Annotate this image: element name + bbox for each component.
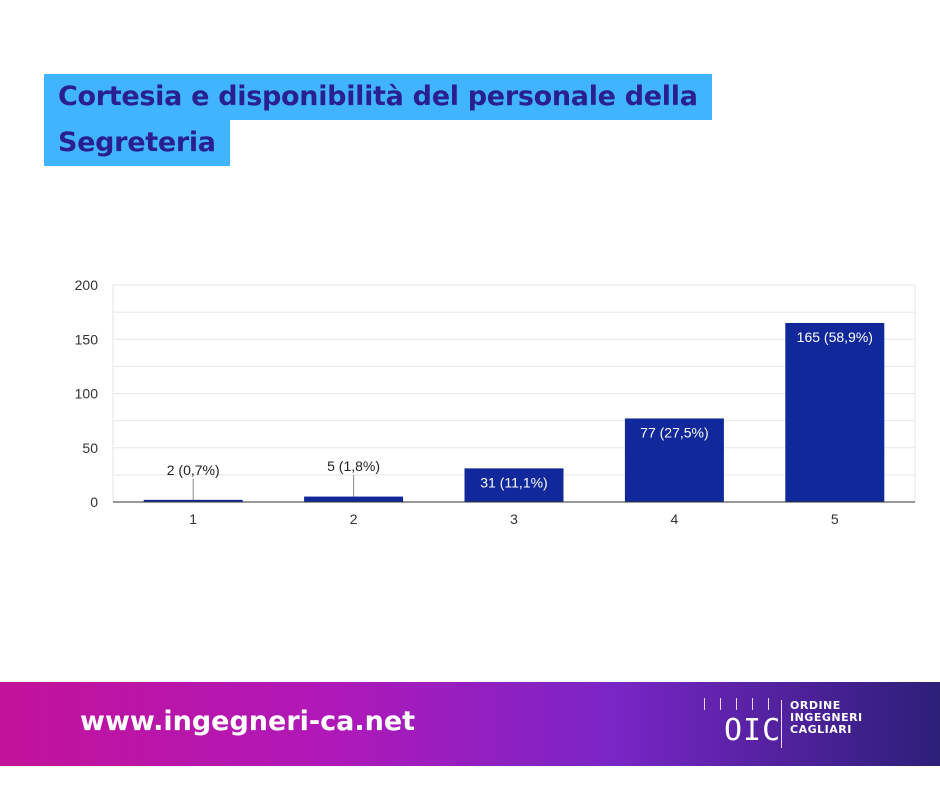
- logo-divider: [781, 700, 782, 748]
- data-label: 31 (11,1%): [480, 474, 547, 490]
- logo-ticks-decoration: [704, 698, 784, 712]
- x-tick-label: 5: [831, 511, 839, 527]
- y-tick-label: 100: [75, 386, 99, 402]
- y-tick-label: 150: [75, 331, 99, 347]
- page-title-line-1: Cortesia e disponibilità del personale d…: [44, 74, 712, 120]
- chart-x-axis: 1 2 3 4 5: [113, 501, 915, 527]
- bar: [785, 322, 885, 502]
- bar: [304, 496, 404, 502]
- data-label: 77 (27,5%): [640, 424, 708, 440]
- data-label: 2 (0,7%): [167, 462, 220, 478]
- footer-banner: www.ingegneri-ca.net OIC ORDINE INGEGNER…: [0, 682, 940, 766]
- bar: [464, 468, 564, 502]
- logo-text-line-3: CAGLIARI: [790, 723, 852, 736]
- chart-gridlines: [112, 284, 916, 503]
- logo-mark: OIC: [724, 713, 782, 748]
- y-tick-label: 0: [90, 494, 98, 510]
- logo-text: ORDINE INGEGNERI CAGLIARI: [790, 700, 863, 736]
- bar-chart: 0 50 100 150 200 1 2 3 4 5 2 (0,7%) 5 (1,8%) 31 (1…: [75, 277, 916, 527]
- page-title-line-2: Segreteria: [44, 120, 230, 166]
- chart-bars: [143, 322, 885, 502]
- data-label: 165 (58,9%): [797, 329, 873, 345]
- data-label: 5 (1,8%): [327, 458, 380, 474]
- bar: [143, 499, 243, 502]
- website-link[interactable]: www.ingegneri-ca.net: [80, 706, 416, 737]
- x-tick-label: 3: [510, 511, 518, 527]
- chart-y-axis: 0 50 100 150 200: [75, 277, 99, 510]
- logo-text-line-1: ORDINE: [790, 699, 841, 712]
- y-tick-label: 50: [82, 440, 98, 456]
- bar: [624, 418, 724, 502]
- x-tick-label: 4: [671, 511, 679, 527]
- chart-data-labels: 2 (0,7%) 5 (1,8%) 31 (11,1%) 77 (27,5%) 165 …: [167, 329, 873, 500]
- oic-logo: OIC ORDINE INGEGNERI CAGLIARI: [700, 698, 900, 754]
- x-tick-label: 2: [350, 511, 358, 527]
- logo-text-line-2: INGEGNERI: [790, 711, 863, 724]
- y-tick-label: 200: [75, 277, 99, 293]
- x-tick-label: 1: [189, 511, 197, 527]
